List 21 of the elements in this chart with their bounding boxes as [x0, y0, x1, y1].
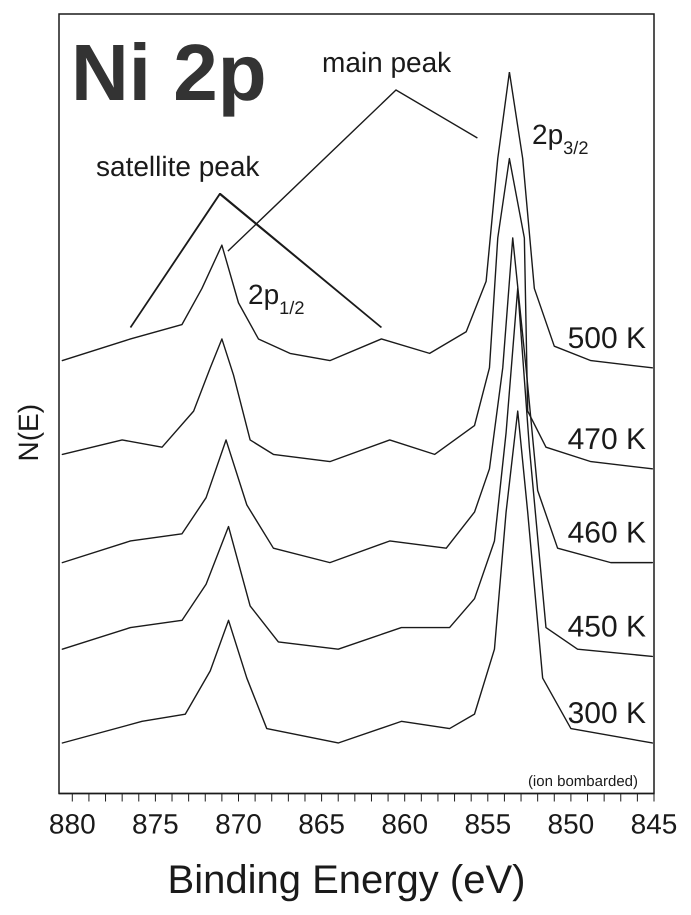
x-tick-label: 845: [630, 808, 678, 840]
series-label: 460 K: [568, 516, 646, 550]
x-axis-title: Binding Energy (eV): [168, 858, 526, 902]
annotation: (ion bombarded): [528, 773, 638, 790]
x-tick-label: 865: [298, 808, 345, 840]
annotation: satellite peak: [96, 151, 260, 182]
x-tick-label: 875: [132, 808, 179, 840]
x-tick-label: 855: [464, 808, 512, 840]
chart-title: Ni 2p: [71, 28, 267, 117]
series-label: 450 K: [568, 610, 646, 644]
x-tick-label: 880: [48, 808, 96, 840]
y-axis-title: N(E): [13, 404, 44, 462]
annotation: main peak: [322, 47, 452, 78]
series-label: 500 K: [568, 322, 646, 355]
x-tick-label: 860: [381, 808, 428, 840]
x-tick-label: 850: [548, 808, 594, 840]
series-label: 470 K: [568, 422, 646, 456]
annotation: 2p$_{1/2}$: [248, 279, 304, 318]
annotation: 2p$_{3/2}$: [532, 119, 588, 158]
series-label: 300 K: [568, 696, 646, 730]
x-tick-label: 870: [215, 808, 262, 840]
